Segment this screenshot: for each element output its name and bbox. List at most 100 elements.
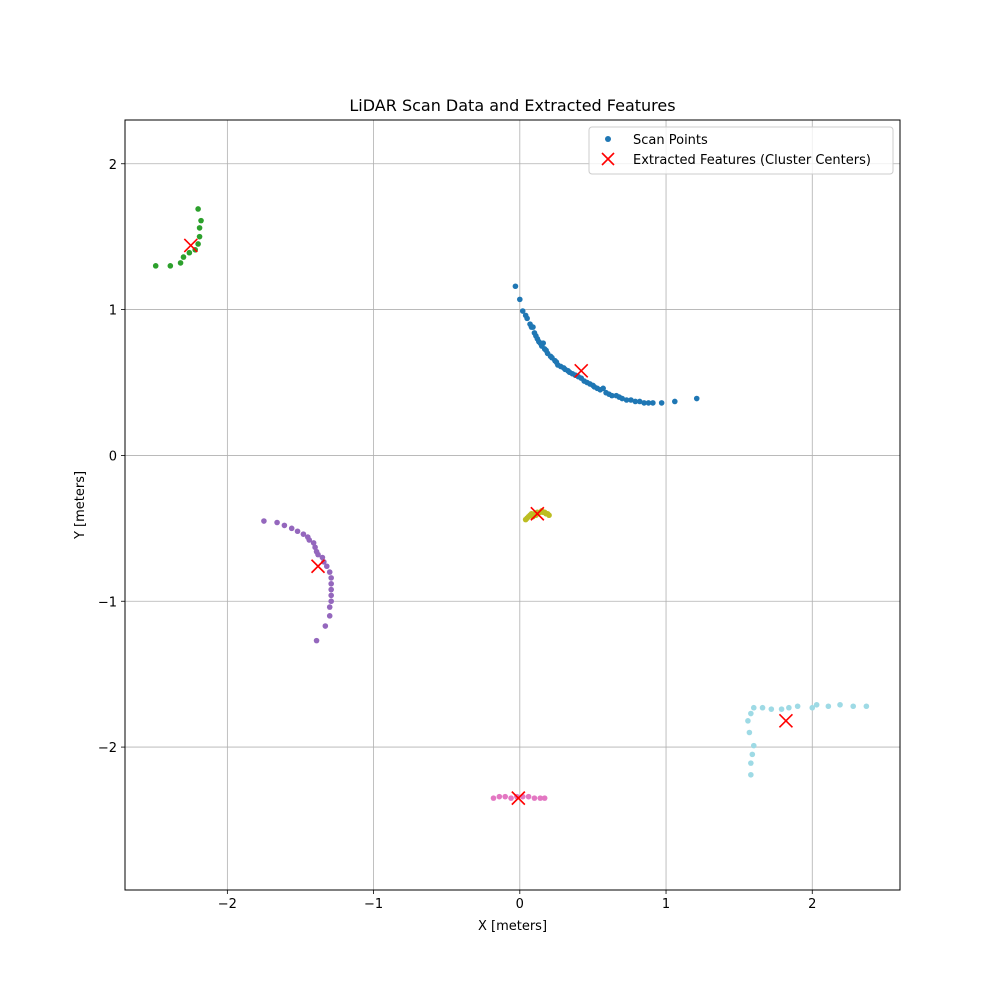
scan-point — [825, 703, 832, 710]
y-tick-label: 0 — [109, 449, 117, 464]
scan-point — [323, 563, 330, 570]
scan-point — [517, 296, 523, 303]
scan-point — [198, 217, 204, 224]
scan-point — [328, 598, 334, 605]
scan-point — [759, 704, 766, 711]
scan-point — [778, 706, 785, 712]
legend: Scan Points Extracted Features (Cluster … — [588, 126, 894, 175]
scan-point — [508, 795, 514, 801]
scan-point — [600, 385, 606, 392]
x-tick-label: 1 — [662, 897, 670, 912]
scan-point — [537, 795, 544, 801]
scan-point — [650, 400, 656, 406]
scan-point — [530, 324, 536, 330]
y-tick-label: −1 — [98, 595, 117, 610]
scan-point — [186, 249, 193, 256]
scan-point — [152, 263, 159, 269]
x-tick-label: 2 — [808, 897, 816, 912]
scan-point — [748, 710, 754, 717]
scan-point — [658, 400, 665, 406]
scan-point — [748, 760, 754, 766]
scan-point — [813, 701, 820, 708]
scan-point — [837, 701, 843, 708]
scan-point — [322, 623, 329, 629]
scan-point — [328, 580, 334, 587]
feature-markers — [183, 238, 794, 806]
scan-point — [636, 398, 643, 405]
scan-point — [645, 400, 652, 406]
scan-point — [530, 513, 536, 520]
scan-point — [328, 592, 334, 599]
feature-marker — [778, 713, 794, 728]
scan-point — [512, 283, 519, 290]
legend-scan-label: Scan Points — [633, 133, 708, 148]
scan-point — [196, 225, 203, 231]
scan-point — [300, 531, 307, 537]
scan-point — [195, 241, 201, 247]
scan-point — [641, 400, 647, 406]
feature-marker — [574, 363, 589, 378]
y-tick-label: −2 — [98, 741, 117, 756]
y-tick-label: 1 — [109, 304, 117, 319]
feature-marker — [530, 506, 545, 521]
scan-point — [609, 392, 615, 399]
scan-point — [619, 395, 625, 402]
scan-point — [167, 263, 174, 269]
scan-point — [745, 718, 751, 724]
scan-point — [541, 795, 548, 801]
scan-point — [315, 551, 321, 558]
feature-marker — [310, 559, 326, 574]
scan-point — [313, 637, 320, 644]
scan-point — [746, 729, 753, 736]
scan-point — [750, 704, 757, 711]
x-tick-label: 0 — [516, 897, 524, 912]
y-axis-label: Y [meters] — [73, 471, 88, 540]
scan-point — [672, 398, 678, 405]
scan-point — [809, 704, 816, 711]
legend-features-label: Extracted Features (Cluster Centers) — [633, 153, 871, 168]
scan-point — [294, 528, 301, 535]
scan-point — [502, 793, 508, 800]
scan-point — [319, 554, 326, 561]
scan-point — [863, 703, 870, 710]
scan-points — [152, 206, 870, 801]
plot-frame — [124, 119, 901, 891]
scan-point — [546, 512, 552, 519]
scan-point — [748, 771, 754, 778]
x-tick-label: −2 — [218, 897, 237, 912]
scan-point — [288, 525, 295, 532]
scan-point — [328, 586, 334, 593]
x-axis-label: X [meters] — [478, 919, 547, 934]
feature-marker — [183, 238, 198, 253]
scan-point — [326, 613, 333, 619]
axis-ticks: −2 −1 0 1 2 −2 −1 0 1 2 — [98, 158, 817, 912]
scan-point — [261, 518, 267, 524]
scan-point — [531, 795, 538, 801]
scan-point — [281, 522, 288, 529]
scan-point — [524, 315, 530, 322]
legend-feature-marker — [601, 152, 615, 166]
scan-point — [623, 397, 630, 403]
scan-point — [794, 703, 801, 710]
scan-point — [196, 233, 203, 240]
scan-point — [312, 544, 318, 551]
scan-point — [195, 206, 201, 212]
scan-point — [750, 742, 757, 749]
scan-point — [519, 308, 526, 314]
scan-point — [525, 793, 532, 800]
legend-box — [588, 126, 894, 175]
scan-point — [540, 340, 547, 346]
feature-marker — [511, 791, 526, 806]
scan-point — [328, 575, 334, 581]
scan-point — [274, 519, 280, 526]
scan-point — [326, 569, 333, 575]
scan-point — [326, 604, 333, 610]
scan-point — [496, 793, 503, 800]
scan-point — [749, 751, 756, 758]
scan-point — [850, 703, 857, 710]
x-tick-label: −1 — [364, 897, 383, 912]
legend-scan-marker — [605, 136, 611, 142]
scan-point — [306, 537, 313, 543]
scan-point — [177, 260, 184, 266]
